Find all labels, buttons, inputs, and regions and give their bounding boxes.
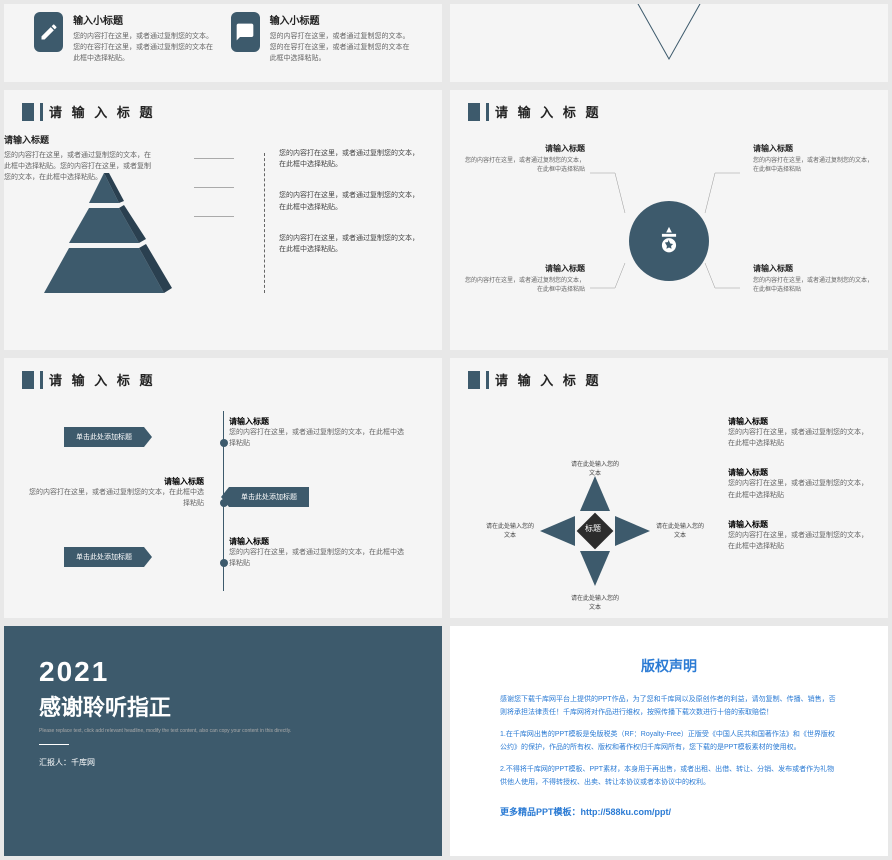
compass-label: 请在此处输入您的文本 bbox=[655, 521, 705, 539]
chat-icon bbox=[231, 12, 260, 52]
slide-title: 请 输 入 标 题 bbox=[49, 370, 155, 389]
dir-text: 您的内容打在这里，或者通过复制您的文本，在此框中选择粘贴 bbox=[728, 530, 868, 552]
slide-title: 请 输 入 标 题 bbox=[49, 102, 155, 121]
top-sub-title: 输入小标题 bbox=[73, 12, 215, 27]
copyright-link[interactable]: 更多精品PPT模板：http://588ku.com/ppt/ bbox=[500, 805, 838, 818]
dir-text: 您的内容打在这里，或者通过复制您的文本，在此框中选择粘贴 bbox=[728, 427, 868, 449]
slide-top-left: 输入小标题 您的内容打在这里，或者通过复制您的文本。 您的在容打在这里，或者通过… bbox=[4, 4, 442, 82]
right-text: 您的内容打在这里，或者通过复制您的文本，在此框中选择粘贴。 bbox=[279, 233, 419, 255]
copyright-p1: 感谢您下载千库网平台上提供的PPT作品，为了您和千库网以及原创作者的利益，请勿复… bbox=[500, 694, 838, 719]
tl-title: 请输入标题 bbox=[229, 416, 409, 427]
bullet-text: 您的内容打在这里，或者通过复制您的文本。 bbox=[73, 31, 215, 42]
compass-label: 请在此处输入您的文本 bbox=[485, 521, 535, 539]
ribbon-label: 单击此处添加标题 bbox=[64, 547, 144, 567]
triangle-outline-icon bbox=[619, 4, 719, 64]
pencil-icon bbox=[34, 12, 63, 52]
pyramid-icon bbox=[24, 173, 184, 303]
right-text: 您的内容打在这里，或者通过复制您的文本，在此框中选择粘贴。 bbox=[279, 190, 419, 212]
bullet-text: 您的在容打在这里，或者通过复制您的文本在此框中选择粘贴。 bbox=[270, 42, 412, 64]
slide-copyright: 版权声明 感谢您下载千库网平台上提供的PPT作品，为了您和千库网以及原创作者的利… bbox=[450, 626, 888, 856]
bullet-text: 您的在容打在这里，或者通过复制您的文本在此框中选择粘贴。 bbox=[73, 42, 215, 64]
slide-circle: 请 输 入 标 题 请输入标题 您的内容打在这里，或者通过复制您的文本，在此框中… bbox=[450, 90, 888, 350]
bullet-text: 您的内容打在这里，或者通过复制您的文本。 bbox=[270, 31, 412, 42]
slide-compass: 请 输 入 标 题 标题 请在此处输入您的文本 请在此处输入您的文本 请在此处输… bbox=[450, 358, 888, 618]
copyright-p2: 1.在千库网出售的PPT模板是免版税类（RF：Royalty-Free）正版受《… bbox=[500, 729, 838, 754]
ribbon-label: 单击此处添加标题 bbox=[229, 487, 309, 507]
desc-title: 请输入标题 bbox=[4, 133, 154, 146]
dir-text: 您的内容打在这里，或者通过复制您的文本，在此框中选择粘贴 bbox=[728, 478, 868, 500]
slide-top-right bbox=[450, 4, 888, 82]
tl-text: 您的内容打在这里，或者通过复制您的文本，在此框中选择粘贴 bbox=[229, 427, 409, 449]
thanks-year: 2021 bbox=[39, 656, 407, 688]
slide-title: 请 输 入 标 题 bbox=[495, 370, 601, 389]
slide-title: 请 输 入 标 题 bbox=[495, 102, 601, 121]
dir-title: 请输入标题 bbox=[728, 467, 868, 478]
dir-title: 请输入标题 bbox=[728, 416, 868, 427]
thanks-title: 感谢聆听指正 bbox=[39, 690, 407, 722]
compass-label: 请在此处输入您的文本 bbox=[570, 593, 620, 611]
slide-pyramid: 请 输 入 标 题 请输入标题 您的内容打在这里，或者通过复制您的文本，在此框中… bbox=[4, 90, 442, 350]
compass-diagram: 标题 请在此处输入您的文本 请在此处输入您的文本 请在此处输入您的文本 请在此处… bbox=[535, 471, 655, 596]
dir-title: 请输入标题 bbox=[728, 519, 868, 530]
slide-thanks: 2021 感谢聆听指正 Please replace text, click a… bbox=[4, 626, 442, 856]
compass-center-label: 标题 bbox=[585, 523, 601, 534]
copyright-title: 版权声明 bbox=[500, 656, 838, 676]
tl-title: 请输入标题 bbox=[24, 476, 204, 487]
right-text: 您的内容打在这里，或者通过复制您的文本，在此框中选择粘贴。 bbox=[279, 148, 419, 170]
tl-title: 请输入标题 bbox=[229, 536, 409, 547]
thanks-author: 汇报人：千库网 bbox=[39, 757, 407, 768]
thanks-sub: Please replace text, click add relevant … bbox=[39, 728, 407, 734]
connector-lines bbox=[450, 133, 880, 348]
slide-timeline: 请 输 入 标 题 单击此处添加标题 请输入标题 您的内容打在这里，或者通过复制… bbox=[4, 358, 442, 618]
tl-text: 您的内容打在这里，或者通过复制您的文本，在此框中选择粘贴 bbox=[24, 487, 204, 509]
ribbon-label: 单击此处添加标题 bbox=[64, 427, 144, 447]
tl-text: 您的内容打在这里，或者通过复制您的文本，在此框中选择粘贴 bbox=[229, 547, 409, 569]
top-sub-title: 输入小标题 bbox=[270, 12, 412, 27]
copyright-p3: 2.不得将千库网的PPT模板、PPT素材，本身用于再出售，或者出租、出借、转让、… bbox=[500, 764, 838, 789]
compass-label: 请在此处输入您的文本 bbox=[570, 459, 620, 477]
